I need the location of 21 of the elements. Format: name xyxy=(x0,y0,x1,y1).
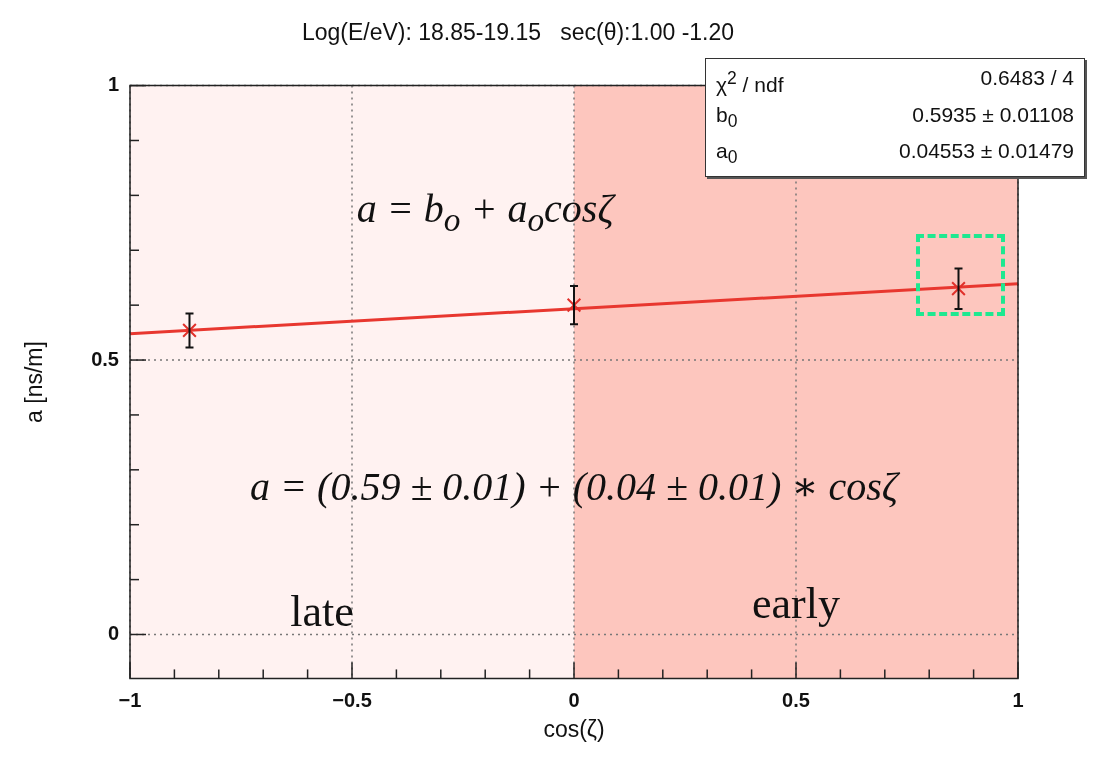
x-tick-label: −0.5 xyxy=(332,688,372,711)
y-tick-label: 1 xyxy=(107,73,119,96)
x-tick-label: 0 xyxy=(568,688,580,711)
x-tick-label: −1 xyxy=(118,688,142,711)
y-tick-label: 0 xyxy=(107,622,119,644)
annotation: a = (0.59 ± 0.01) + (0.04 ± 0.01) ∗ cosζ xyxy=(250,462,898,510)
annotation: a$_{0}$ xyxy=(716,137,738,169)
annotation: χ$^{2}$ / ndf xyxy=(716,66,784,98)
band-label: early xyxy=(752,578,840,628)
y-tick-label: 0.5 xyxy=(91,347,119,370)
annotation: 0.6483 / 4 xyxy=(980,64,1074,91)
annotation: b$_{0}$ xyxy=(716,101,738,133)
y-axis-title: a [ns/m] xyxy=(21,341,48,423)
x-axis-title: cos(ζ) xyxy=(543,715,605,742)
band-label: late xyxy=(290,586,354,636)
x-tick-label: 0.5 xyxy=(782,688,810,711)
x-tick-label: 1 xyxy=(1012,688,1024,711)
annotation: 0.5935 ± 0.01108 xyxy=(912,101,1074,128)
annotation: a = b$_{o}$ + a$_{o}$cosζ xyxy=(356,184,614,239)
annotation: 0.04553 ± 0.01479 xyxy=(898,137,1074,164)
chart-title: Log(E/eV): 18.85-19.15 sec(θ):1.00 -1.20 xyxy=(301,19,735,46)
